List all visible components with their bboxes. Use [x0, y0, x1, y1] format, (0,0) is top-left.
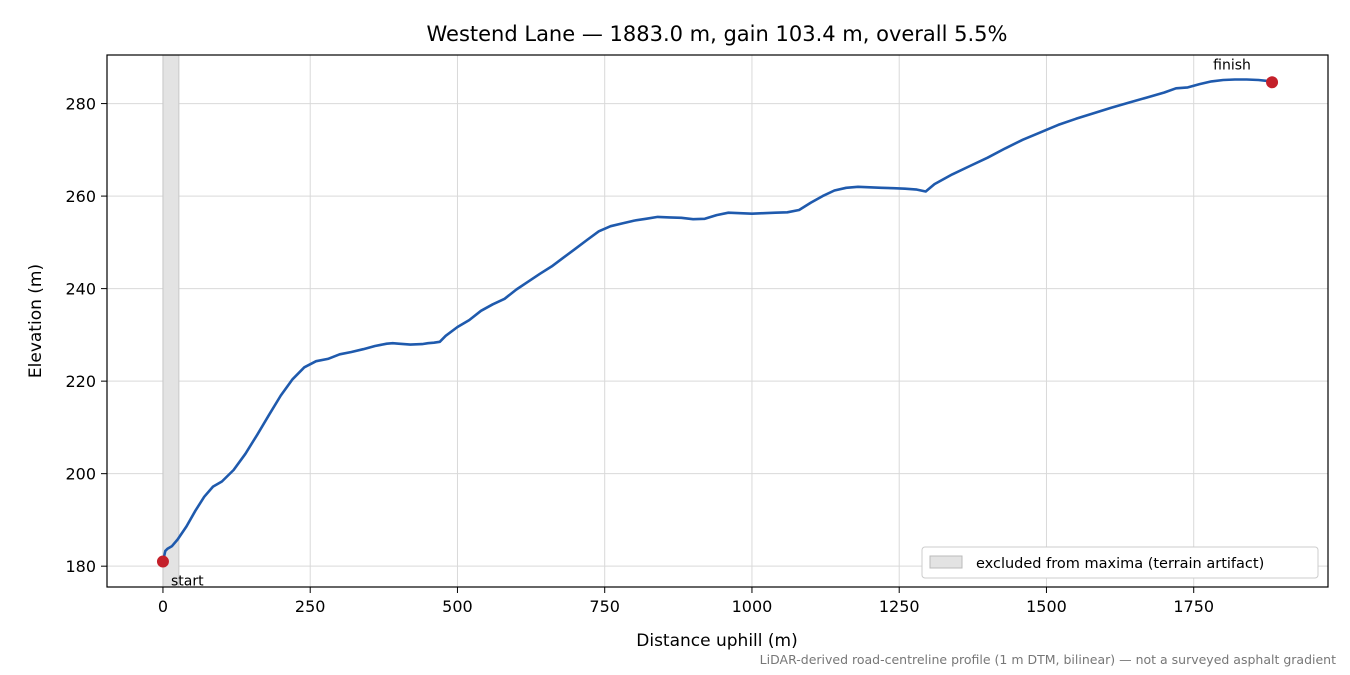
- legend: excluded from maxima (terrain artifact): [921, 546, 1319, 579]
- y-axis-label: Elevation (m): [26, 264, 46, 378]
- footnote: LiDAR-derived road-centreline profile (1…: [760, 652, 1336, 667]
- legend-swatch: [929, 555, 963, 569]
- start-marker: [156, 555, 169, 568]
- finish-label: finish: [1213, 57, 1251, 73]
- x-tick-label: 500: [442, 597, 473, 616]
- legend-box: [921, 546, 1319, 579]
- x-axis-ticks: 0 250 500 750 1000 1250 1500 1750: [158, 587, 1214, 616]
- x-tick-label: 1500: [1026, 597, 1067, 616]
- y-tick-label: 260: [65, 187, 96, 206]
- x-tick-label: 1000: [732, 597, 773, 616]
- y-axis-ticks: 180 200 220 240 260 280: [65, 95, 107, 576]
- y-tick-label: 220: [65, 372, 96, 391]
- x-tick-label: 750: [589, 597, 620, 616]
- y-tick-label: 240: [65, 280, 96, 299]
- x-tick-label: 0: [158, 597, 168, 616]
- y-tick-label: 280: [65, 95, 96, 114]
- x-axis-label: Distance uphill (m): [636, 631, 797, 651]
- x-tick-label: 1750: [1173, 597, 1214, 616]
- y-tick-label: 200: [65, 465, 96, 484]
- x-tick-label: 250: [295, 597, 326, 616]
- chart-title: Westend Lane — 1883.0 m, gain 103.4 m, o…: [427, 22, 1008, 46]
- start-label: start: [171, 574, 204, 590]
- grid-lines: [107, 55, 1328, 587]
- plot-frame: [106, 54, 1329, 588]
- y-tick-label: 180: [65, 557, 96, 576]
- finish-marker: [1266, 76, 1279, 89]
- excluded-band: [162, 54, 180, 588]
- elevation-series-line: [161, 78, 1274, 563]
- x-tick-label: 1250: [879, 597, 920, 616]
- legend-label: excluded from maxima (terrain artifact): [976, 556, 1264, 572]
